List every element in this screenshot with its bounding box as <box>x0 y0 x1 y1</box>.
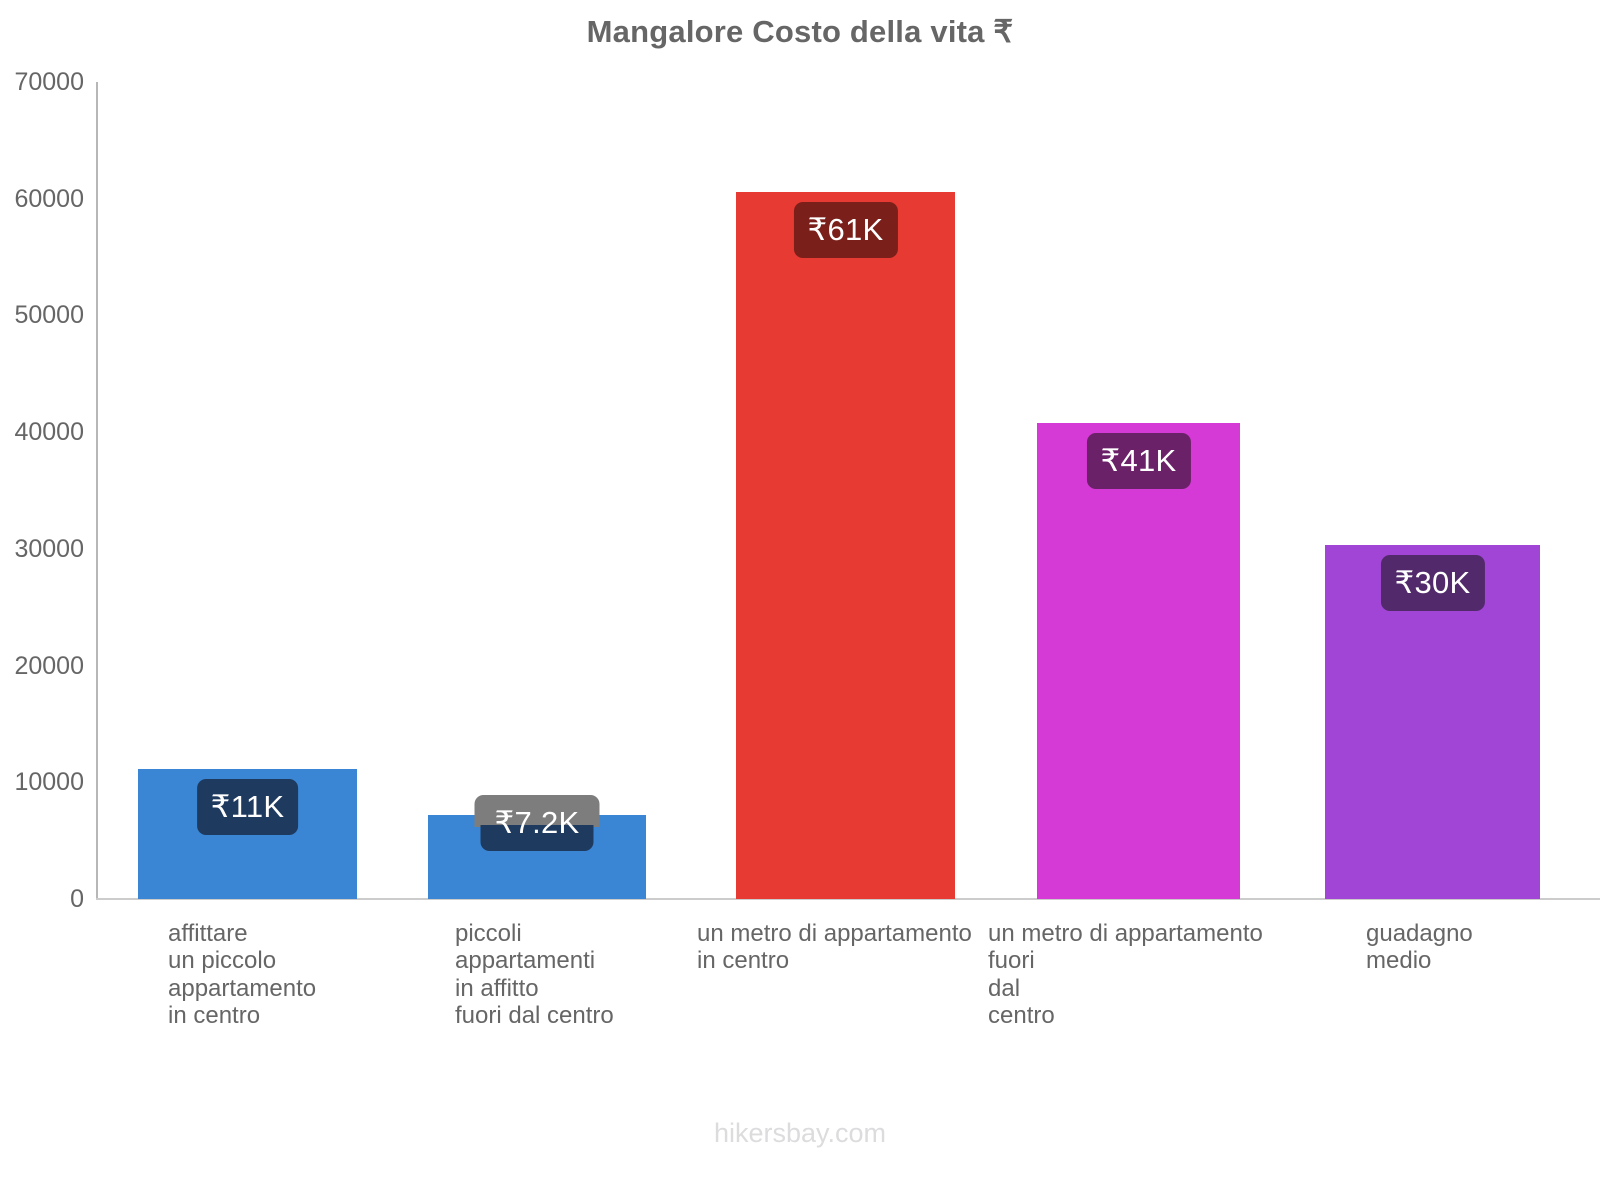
footer-watermark: hikersbay.com <box>713 1118 887 1148</box>
x-axis-line <box>96 898 1600 900</box>
x-axis-category-label: piccoli appartamenti in affitto fuori da… <box>455 920 614 1030</box>
y-axis-tick-label: 40000 <box>14 418 84 447</box>
y-axis-tick-label: 60000 <box>14 184 84 213</box>
x-axis-category-label: un metro di appartamento fuori dal centr… <box>988 920 1263 1030</box>
bar-value-label: ₹41K <box>1086 432 1191 489</box>
y-axis-tick-label: 70000 <box>14 68 84 96</box>
bar-value-label: ₹30K <box>1380 555 1485 612</box>
y-axis-tick-label: 30000 <box>14 534 84 563</box>
x-axis-category-label: affittare un piccolo appartamento in cen… <box>168 920 317 1030</box>
bar[interactable] <box>736 191 955 899</box>
bar[interactable] <box>1037 422 1240 899</box>
y-axis-tick-label: 0 <box>70 885 84 913</box>
bar-value-label: ₹61K <box>793 201 898 258</box>
bar-value-label: ₹11K <box>196 778 299 835</box>
y-axis-tick-label: 50000 <box>14 301 84 330</box>
bar-value-label: ₹7.2K <box>480 794 594 851</box>
y-axis-tick-label: 10000 <box>14 768 84 797</box>
y-axis-tick-label: 20000 <box>14 651 84 680</box>
x-axis-category-label: un metro di appartamento in centro <box>697 920 972 975</box>
page-title: Mangalore Costo della vita ₹ <box>586 14 1014 49</box>
y-axis-line <box>96 82 98 899</box>
x-axis-category-label: guadagno medio <box>1366 920 1473 975</box>
